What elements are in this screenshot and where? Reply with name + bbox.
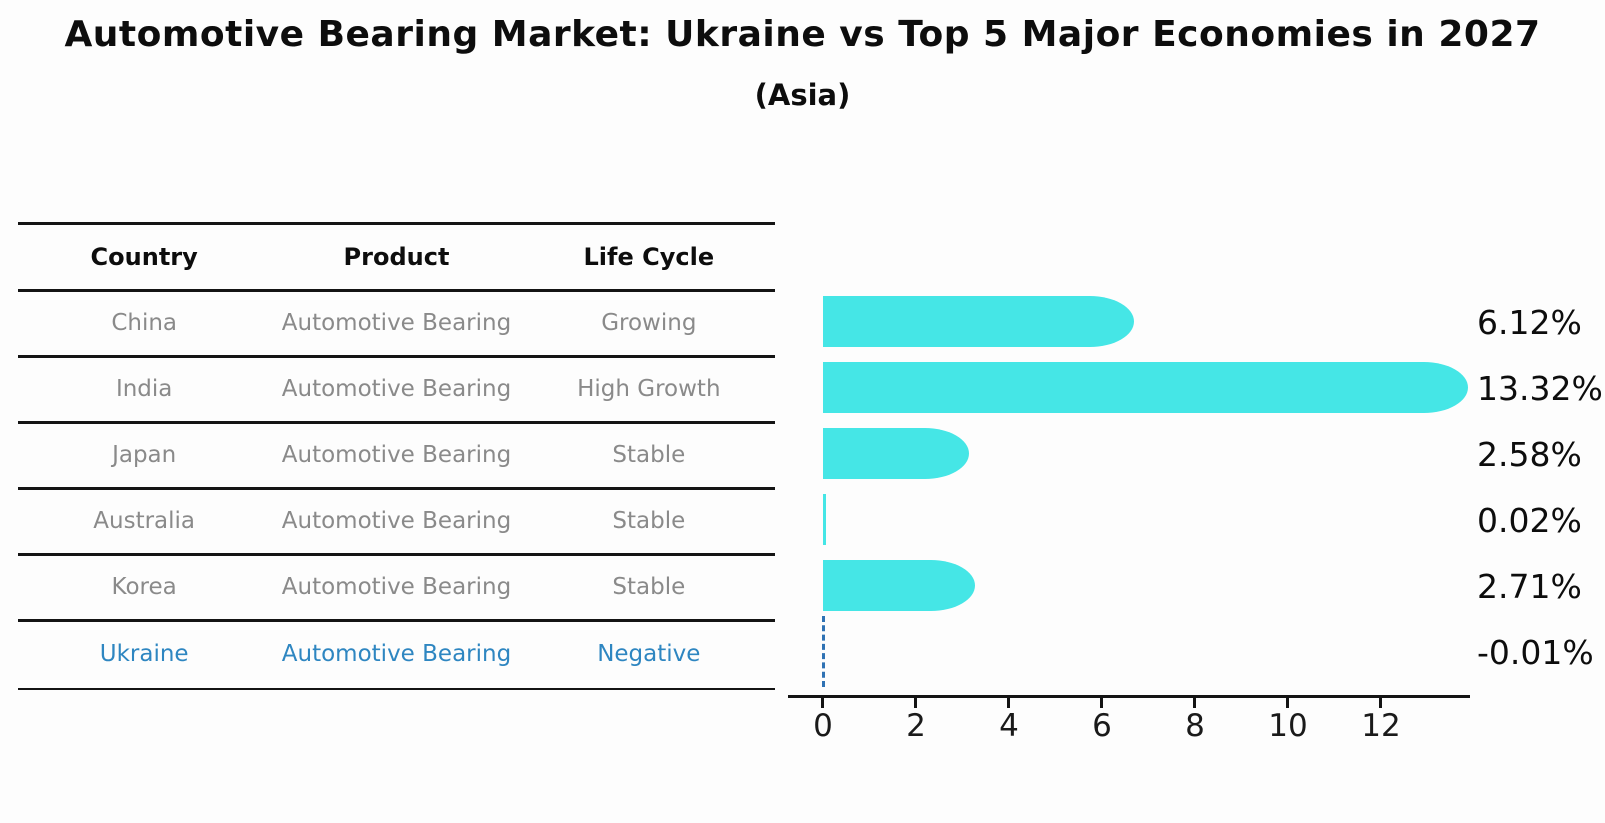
x-axis-tick: [1193, 698, 1196, 708]
cell-product: Automotive Bearing: [281, 508, 512, 534]
bar-row-india: [823, 355, 1483, 421]
cell-life-cycle: Stable: [612, 574, 686, 600]
cell-life-cycle: Stable: [612, 442, 686, 468]
cell-life-cycle: Negative: [597, 640, 701, 667]
bar-row-japan: [823, 421, 1483, 487]
x-axis-tick: [1286, 698, 1289, 708]
bar-australia: [823, 494, 826, 545]
value-label-australia: 0.02%: [1477, 500, 1582, 540]
bar-china: [823, 296, 1134, 347]
cell-country: Australia: [93, 508, 196, 534]
table-row-china: China Automotive Bearing Growing: [18, 291, 775, 355]
value-label-japan: 2.58%: [1477, 434, 1582, 474]
x-axis-line: [788, 695, 1470, 698]
cell-product: Automotive Bearing: [281, 310, 512, 336]
x-axis-tick: [821, 698, 824, 708]
x-tick-label-2: 2: [906, 708, 926, 744]
page-title: Automotive Bearing Market: Ukraine vs To…: [64, 14, 1541, 55]
table-rule: [18, 553, 775, 556]
x-axis-tick: [914, 698, 917, 708]
bar-india: [823, 362, 1469, 413]
table-rule: [18, 222, 775, 225]
table-header-row: Country Product Life Cycle: [18, 224, 775, 289]
bar-korea: [823, 560, 975, 611]
table-rule: [18, 289, 775, 292]
table-row-ukraine: Ukraine Automotive Bearing Negative: [18, 621, 775, 686]
x-tick-label-10: 10: [1268, 708, 1308, 744]
table-rule: [18, 619, 775, 622]
cell-country: China: [111, 310, 178, 336]
cell-country: Japan: [112, 442, 177, 468]
x-axis-tick: [1007, 698, 1010, 708]
x-tick-label-4: 4: [999, 708, 1019, 744]
cell-life-cycle: Stable: [612, 508, 686, 534]
column-header-product: Product: [343, 242, 450, 271]
table-rule: [18, 355, 775, 358]
cell-country: India: [115, 376, 173, 402]
bar-row-korea: [823, 553, 1483, 619]
cell-product: Automotive Bearing: [281, 442, 512, 468]
negative-value-marker: [822, 616, 825, 687]
table-row-korea: Korea Automotive Bearing Stable: [18, 555, 775, 619]
x-tick-label-12: 12: [1361, 708, 1401, 744]
cell-life-cycle: Growing: [601, 310, 697, 336]
table-row-japan: Japan Automotive Bearing Stable: [18, 423, 775, 487]
column-header-life-cycle: Life Cycle: [583, 242, 715, 271]
bar-row-china: [823, 289, 1483, 355]
value-label-ukraine: -0.01%: [1477, 632, 1594, 672]
table-rule: [18, 487, 775, 490]
country-table: Country Product Life Cycle China Automot…: [18, 222, 775, 690]
column-header-country: Country: [90, 242, 198, 271]
table-row-australia: Australia Automotive Bearing Stable: [18, 489, 775, 553]
cell-country: Korea: [111, 574, 177, 600]
cell-country: Ukraine: [99, 640, 189, 667]
cell-product: Automotive Bearing: [281, 640, 512, 667]
table-rule: [18, 421, 775, 424]
table-rule: [18, 687, 775, 690]
value-label-korea: 2.71%: [1477, 566, 1582, 606]
x-tick-label-0: 0: [813, 708, 833, 744]
table-row-india: India Automotive Bearing High Growth: [18, 357, 775, 421]
x-tick-label-6: 6: [1092, 708, 1112, 744]
cell-product: Automotive Bearing: [281, 376, 512, 402]
bar-row-australia: [823, 487, 1483, 553]
x-axis-tick: [1100, 698, 1103, 708]
bar-row-ukraine: [822, 616, 1483, 687]
cell-product: Automotive Bearing: [281, 574, 512, 600]
page-subtitle: (Asia): [754, 78, 851, 112]
x-axis-tick: [1379, 698, 1382, 708]
x-tick-label-8: 8: [1185, 708, 1205, 744]
value-label-china: 6.12%: [1477, 302, 1582, 342]
bar-japan: [823, 428, 969, 479]
value-label-india: 13.32%: [1477, 368, 1603, 408]
cell-life-cycle: High Growth: [577, 376, 721, 402]
